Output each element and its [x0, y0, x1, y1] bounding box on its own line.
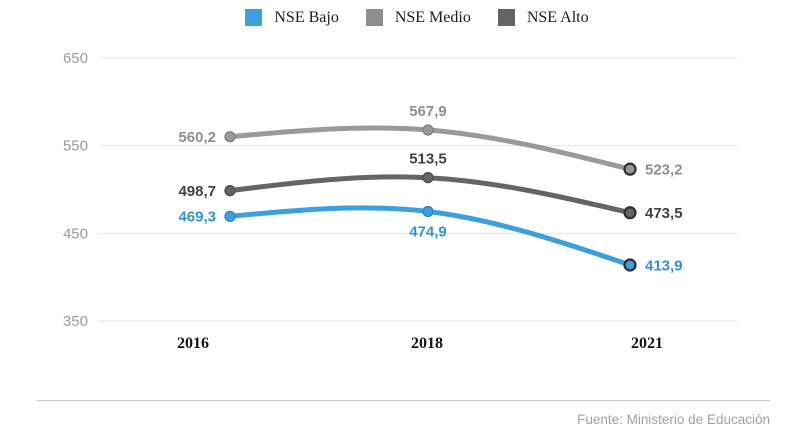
data-point-nse-bajo-2021[interactable]: [623, 258, 637, 272]
data-label-nse-medio-2021: 523,2: [645, 161, 683, 178]
legend: NSE Bajo NSE Medio NSE Alto: [40, 9, 794, 26]
legend-item-nse-bajo: NSE Bajo: [245, 9, 339, 26]
data-point-nse-alto-2018[interactable]: [422, 172, 434, 184]
data-label-nse-alto-2021: 473,5: [645, 205, 683, 222]
y-tick-label-650: 650: [63, 50, 88, 67]
data-point-nse-medio-2018[interactable]: [422, 124, 434, 136]
legend-item-nse-medio: NSE Medio: [365, 9, 471, 26]
data-label-nse-medio-2018: 567,9: [409, 103, 447, 120]
data-label-nse-bajo-2021: 413,9: [645, 257, 683, 274]
data-point-nse-bajo-2016[interactable]: [224, 210, 236, 223]
legend-swatch-icon: [497, 9, 515, 26]
data-label-nse-bajo-2016: 469,3: [178, 209, 216, 226]
data-label-nse-bajo-2018: 474,9: [409, 224, 447, 241]
data-point-nse-medio-2021[interactable]: [623, 162, 637, 176]
y-tick-label-350: 350: [63, 313, 88, 330]
legend-label: NSE Medio: [394, 9, 471, 26]
plot-area: 650 550 450 350 2016 2018 2021 560,2 567,9 523,2 4…: [63, 50, 737, 352]
y-tick-label-550: 550: [63, 138, 88, 155]
x-tick-label-2021: 2021: [631, 335, 663, 352]
legend-label: NSE Alto: [526, 9, 589, 26]
data-label-nse-alto-2018: 513,5: [409, 151, 447, 168]
data-point-nse-alto-2021[interactable]: [623, 206, 637, 220]
data-point-nse-alto-2016[interactable]: [224, 184, 236, 197]
data-point-nse-bajo-2018[interactable]: [422, 205, 434, 218]
legend-item-nse-alto: NSE Alto: [497, 9, 589, 26]
legend-swatch-icon: [245, 9, 263, 26]
legend-swatch-icon: [365, 9, 383, 26]
footer-divider: [37, 400, 770, 401]
source-text: Fuente: Ministerio de Educación: [577, 412, 770, 427]
data-point-nse-medio-2016[interactable]: [224, 131, 236, 143]
y-tick-label-450: 450: [63, 225, 88, 242]
data-label-nse-alto-2016: 498,7: [178, 183, 216, 200]
x-tick-label-2016: 2016: [177, 335, 209, 352]
x-tick-label-2018: 2018: [411, 335, 443, 352]
legend-label: NSE Bajo: [274, 9, 339, 26]
data-label-nse-medio-2016: 560,2: [178, 129, 216, 146]
